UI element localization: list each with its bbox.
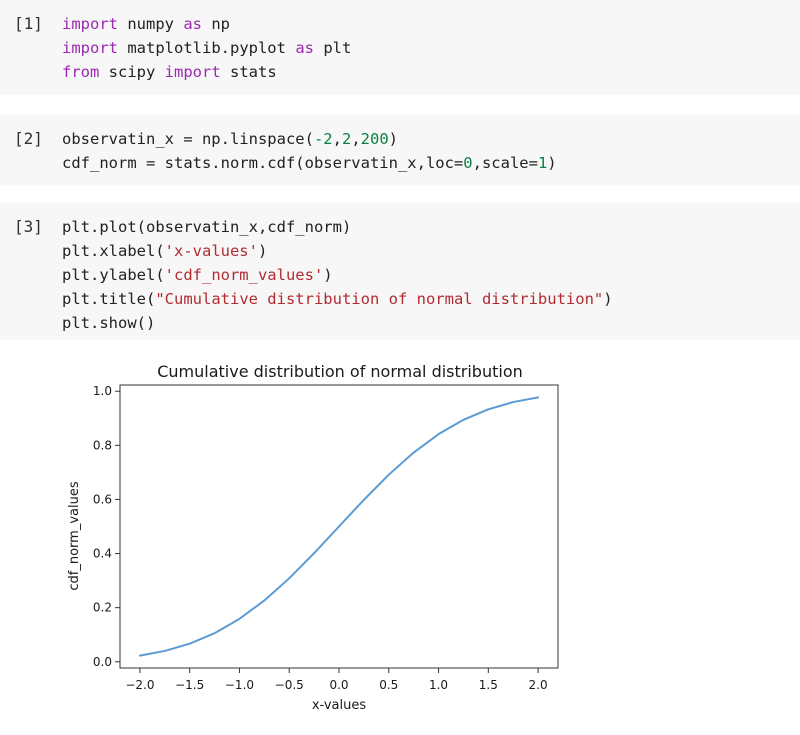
- code-editor[interactable]: import numpy as np import matplotlib.pypl…: [62, 12, 351, 84]
- code-token: stats: [220, 63, 277, 81]
- code-token: plt.title(: [62, 290, 156, 308]
- plot-area-frame: [119, 384, 559, 669]
- x-tick-label: −2.0: [125, 678, 154, 692]
- code-token: plt.xlabel(: [62, 242, 165, 260]
- y-tick-label: 0.4: [93, 547, 112, 561]
- code-token: plt: [313, 39, 352, 57]
- x-axis-label: x-values: [312, 698, 367, 713]
- code-line: plt.ylabel('cdf_norm_values'): [62, 263, 613, 287]
- code-token: plt.show(): [62, 314, 156, 332]
- code-line: from scipy import stats: [62, 60, 351, 84]
- x-tick-label: 0.5: [379, 678, 398, 692]
- y-tick-label: 0.0: [93, 655, 112, 669]
- code-cell-3[interactable]: [3] plt.plot(observatin_x,cdf_norm) plt.x…: [0, 203, 800, 340]
- x-tick-label: 2.0: [529, 678, 548, 692]
- code-token: 'cdf_norm_values': [164, 266, 324, 284]
- code-token: import: [62, 15, 118, 33]
- code-token: observatin_x = np.linspace(: [62, 130, 314, 148]
- x-tick-label: 1.5: [479, 678, 498, 692]
- code-token: numpy: [118, 15, 184, 33]
- code-token: ,: [351, 130, 361, 148]
- code-token: np: [202, 15, 230, 33]
- x-tick-label: 0.0: [329, 678, 348, 692]
- code-cell-1[interactable]: [1] import numpy as np import matplotlib.…: [0, 0, 800, 95]
- code-token: ): [257, 242, 268, 260]
- code-token: import: [62, 39, 118, 57]
- code-line: plt.xlabel('x-values'): [62, 239, 613, 263]
- cell-prompt: [3]: [14, 217, 43, 236]
- code-token: plt.plot(observatin_x,cdf_norm): [62, 218, 352, 236]
- code-token: -2: [313, 130, 333, 148]
- code-token: matplotlib.pyplot: [118, 39, 296, 57]
- cell-prompt: [2]: [14, 129, 43, 148]
- y-tick-label: 1.0: [93, 384, 112, 398]
- code-line: plt.title("Cumulative distribution of no…: [62, 287, 613, 311]
- code-token: as: [183, 15, 202, 33]
- y-tick-label: 0.2: [93, 601, 112, 615]
- code-token: import: [164, 63, 221, 81]
- code-token: scipy: [99, 63, 165, 81]
- chart-title: Cumulative distribution of normal distri…: [157, 362, 523, 381]
- code-token: ): [603, 290, 613, 308]
- code-token: ): [547, 154, 557, 172]
- x-tick-label: 1.0: [429, 678, 448, 692]
- code-token: 200: [360, 130, 389, 148]
- code-token: as: [295, 39, 314, 57]
- cell-prompt: [1]: [14, 14, 43, 33]
- code-token: "Cumulative distribution of normal distr…: [155, 290, 604, 308]
- code-token: ,: [332, 130, 342, 148]
- code-line: import numpy as np: [62, 12, 351, 36]
- code-line: observatin_x = np.linspace(-2,2,200): [62, 127, 557, 151]
- code-token: 2: [341, 130, 352, 148]
- code-token: cdf_norm = stats.norm.cdf(observatin_x,l…: [62, 154, 464, 172]
- x-tick-label: −0.5: [275, 678, 304, 692]
- code-token: 1: [537, 154, 548, 172]
- code-line: plt.show(): [62, 311, 613, 335]
- y-tick-label: 0.8: [93, 438, 112, 452]
- cell-output-chart: Cumulative distribution of normal distri…: [67, 362, 559, 713]
- code-token: plt.ylabel(: [62, 266, 165, 284]
- x-tick-label: −1.5: [175, 678, 204, 692]
- code-cell-2[interactable]: [2] observatin_x = np.linspace(-2,2,200)…: [0, 115, 800, 185]
- x-tick-label: −1.0: [225, 678, 254, 692]
- code-line: import matplotlib.pyplot as plt: [62, 36, 351, 60]
- code-token: from: [62, 63, 100, 81]
- code-token: 'x-values': [164, 242, 258, 260]
- code-token: 0: [463, 154, 473, 172]
- code-line: plt.plot(observatin_x,cdf_norm): [62, 215, 613, 239]
- code-token: ): [323, 266, 333, 284]
- code-token: ): [388, 130, 399, 148]
- code-line: cdf_norm = stats.norm.cdf(observatin_x,l…: [62, 151, 557, 175]
- cdf-series-line: [138, 396, 540, 657]
- y-axis-label: cdf_norm_values: [67, 481, 82, 590]
- code-token: ,scale=: [472, 154, 538, 172]
- code-editor[interactable]: observatin_x = np.linspace(-2,2,200) cdf_…: [62, 127, 557, 175]
- y-tick-label: 0.6: [93, 492, 112, 506]
- code-editor[interactable]: plt.plot(observatin_x,cdf_norm) plt.xlabe…: [62, 215, 613, 335]
